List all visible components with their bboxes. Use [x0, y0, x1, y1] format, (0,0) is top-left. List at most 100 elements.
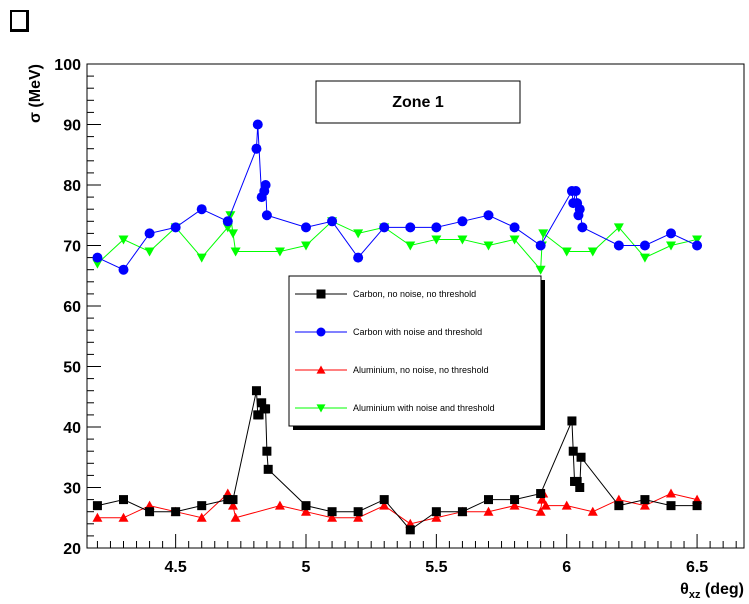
data-point — [228, 500, 238, 510]
data-point — [254, 410, 264, 420]
data-point — [535, 506, 546, 516]
title-frame — [315, 80, 521, 124]
data-point — [666, 501, 676, 511]
data-point — [327, 512, 338, 522]
data-point — [509, 235, 520, 245]
data-point — [509, 222, 520, 233]
data-point — [301, 241, 311, 251]
data-point — [587, 506, 598, 516]
data-point — [144, 247, 155, 257]
data-point — [118, 235, 129, 245]
data-point — [379, 500, 390, 510]
data-point — [145, 507, 155, 517]
data-point — [316, 365, 326, 374]
data-point — [274, 500, 285, 510]
legend-label: Carbon, no noise, no threshold — [353, 289, 476, 299]
data-point — [614, 501, 624, 511]
data-point — [144, 228, 155, 239]
data-point — [587, 247, 598, 257]
data-point — [510, 495, 520, 505]
data-point — [576, 452, 586, 462]
x-label-unit: (deg) — [700, 581, 744, 598]
y-axis-label: σ (MeV) — [27, 64, 44, 123]
data-point — [535, 240, 546, 251]
data-point — [196, 204, 207, 215]
data-point — [228, 495, 238, 505]
data-point — [666, 241, 676, 251]
data-point — [692, 240, 703, 251]
data-point — [327, 507, 337, 517]
data-point — [567, 416, 577, 426]
legend-label: Aluminium, no noise, no threshold — [353, 365, 489, 375]
data-point — [257, 398, 267, 408]
data-point — [197, 501, 207, 511]
data-point — [692, 501, 702, 511]
data-point — [483, 210, 494, 221]
data-point — [431, 512, 442, 522]
data-point — [252, 119, 263, 130]
y-tick-label: 90 — [63, 118, 81, 135]
data-point — [301, 506, 311, 516]
data-point — [261, 210, 272, 221]
data-point — [572, 476, 582, 486]
title-box: Zone 1 — [315, 80, 521, 124]
data-point — [316, 327, 326, 337]
series-3 — [92, 211, 703, 275]
data-point — [230, 512, 241, 522]
x-tick-label: 5 — [302, 559, 311, 576]
y-tick-label: 20 — [63, 541, 81, 558]
series-line — [97, 215, 698, 271]
data-point — [262, 446, 272, 456]
data-point — [536, 494, 547, 504]
data-point — [540, 500, 551, 510]
data-point — [379, 495, 389, 505]
data-point — [613, 240, 624, 251]
y-tick-label: 50 — [63, 360, 81, 377]
series-layer — [92, 119, 703, 535]
x-axis-label: θxz (deg) — [680, 581, 744, 601]
data-point — [666, 488, 676, 498]
data-point — [577, 222, 588, 233]
data-point — [639, 500, 650, 510]
legend-frame — [288, 275, 542, 427]
data-point — [228, 229, 238, 239]
data-point — [568, 446, 578, 456]
data-point — [170, 222, 181, 233]
data-point — [353, 252, 364, 263]
data-point — [575, 483, 585, 492]
x-tick-label: 6.5 — [686, 559, 708, 576]
data-point — [92, 501, 102, 511]
data-point — [561, 247, 572, 257]
data-point — [251, 386, 261, 396]
data-point — [118, 264, 129, 275]
data-point — [536, 489, 546, 499]
data-point — [431, 222, 442, 233]
data-point — [171, 507, 181, 517]
chart-title: Zone 1 — [392, 94, 444, 111]
x-label-subscript: xz — [689, 589, 701, 601]
data-point — [327, 216, 338, 227]
data-point — [538, 229, 549, 239]
y-tick-label: 30 — [63, 481, 81, 498]
legend: Carbon, no noise, no threshold Carbon wit… — [288, 275, 545, 430]
data-point — [301, 222, 311, 233]
data-point — [92, 512, 103, 522]
data-point — [509, 500, 520, 510]
data-point — [405, 222, 416, 233]
series-line — [97, 124, 698, 271]
data-point — [457, 216, 468, 227]
data-point — [692, 235, 703, 245]
y-tick-label: 100 — [54, 57, 81, 74]
data-point — [316, 289, 326, 299]
legend-label: Carbon with noise and threshold — [353, 327, 482, 337]
data-point — [260, 180, 271, 190]
data-point — [535, 265, 546, 275]
data-point — [261, 404, 271, 414]
data-point — [92, 252, 103, 263]
data-point — [196, 253, 207, 263]
data-point — [613, 223, 624, 233]
y-tick-label: 40 — [63, 420, 81, 437]
y-tick-label: 60 — [63, 299, 81, 316]
data-point — [222, 216, 233, 227]
data-point — [561, 500, 572, 510]
